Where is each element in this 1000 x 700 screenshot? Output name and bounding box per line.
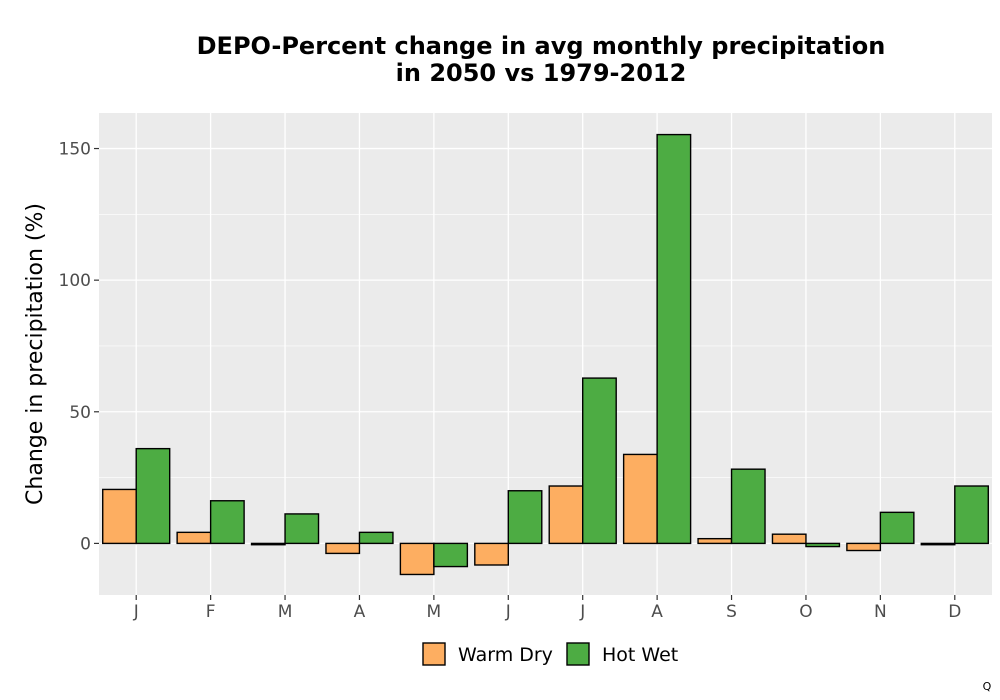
bar-warm-dry	[325, 542, 361, 555]
bar-warm-dry	[102, 488, 137, 545]
y-tick-label: 50	[69, 403, 91, 423]
legend-key-hot-wet	[566, 642, 590, 666]
legend-label-hot-wet: Hot Wet	[602, 644, 678, 666]
x-tick-label: J	[133, 602, 139, 622]
bar-warm-dry	[697, 537, 733, 545]
bar-hot-wet	[284, 513, 320, 545]
bar-hot-wet	[730, 468, 766, 545]
x-tick-label: J	[579, 602, 585, 622]
y-tick-label: 0	[80, 534, 91, 554]
x-tick-label: A	[651, 602, 663, 622]
x-tick-label: M	[427, 602, 442, 622]
bar-warm-dry	[399, 542, 435, 576]
bar-hot-wet	[582, 377, 617, 545]
y-axis-title: Change in precipitation (%)	[23, 203, 48, 505]
bar-warm-dry	[920, 542, 956, 546]
bar-hot-wet	[954, 485, 989, 545]
bar-hot-wet	[135, 447, 171, 545]
bar-warm-dry	[250, 542, 286, 546]
legend: Warm Dry Hot Wet	[422, 642, 678, 666]
bar-warm-dry	[548, 485, 584, 545]
x-tick-label: D	[948, 602, 961, 622]
bar-warm-dry	[622, 453, 658, 545]
y-tick-label: 100	[59, 271, 91, 291]
bar-warm-dry	[771, 533, 807, 545]
bar-hot-wet	[507, 490, 543, 545]
bar-warm-dry	[846, 542, 882, 552]
chart-title-line1: DEPO-Percent change in avg monthly preci…	[197, 32, 886, 60]
legend-key-warm-dry	[422, 642, 446, 666]
bar-hot-wet	[879, 511, 915, 545]
x-tick-label: O	[799, 602, 812, 622]
x-tick-label: S	[726, 602, 737, 622]
bar-warm-dry	[474, 542, 509, 566]
bars	[102, 133, 989, 576]
bar-hot-wet	[358, 531, 394, 545]
x-tick-label: N	[874, 602, 887, 622]
bar-warm-dry	[176, 531, 212, 545]
x-tick-label: J	[505, 602, 511, 622]
y-axis: 0 50 100 150	[59, 140, 99, 554]
legend-label-warm-dry: Warm Dry	[458, 644, 553, 666]
y-tick-label: 150	[59, 140, 91, 160]
bar-hot-wet	[209, 500, 245, 545]
bar-hot-wet	[656, 133, 692, 545]
chart-title-line2: in 2050 vs 1979-2012	[396, 59, 687, 87]
bar-hot-wet	[433, 542, 469, 568]
x-tick-label: A	[354, 602, 366, 622]
bar-hot-wet	[805, 542, 841, 548]
corner-mark: Q	[983, 680, 992, 693]
x-tick-label: F	[206, 602, 216, 622]
x-tick-label: M	[278, 602, 293, 622]
plot-panel	[99, 113, 992, 595]
